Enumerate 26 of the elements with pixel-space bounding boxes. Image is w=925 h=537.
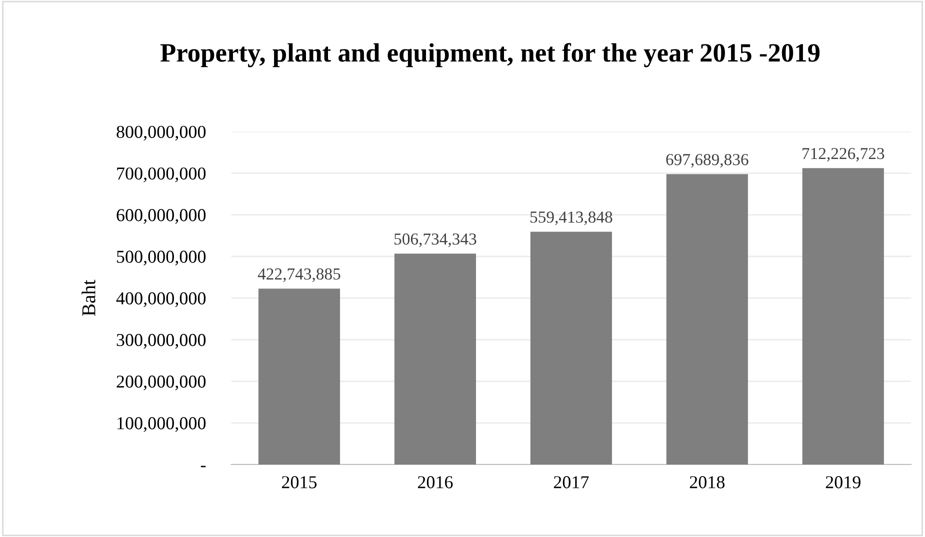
- data-label: 712,226,723: [802, 148, 884, 162]
- data-label: 697,689,836: [666, 154, 748, 168]
- y-tick-label: 300,000,000: [116, 334, 206, 349]
- chart-title: Property, plant and equipment, net for the year 2015 -2019: [160, 42, 820, 68]
- x-tick-label: 2018: [690, 476, 725, 488]
- bar: [666, 174, 748, 465]
- data-label: 559,413,848: [530, 212, 612, 226]
- data-label: 506,734,343: [394, 233, 476, 248]
- y-tick-label: 400,000,000: [116, 292, 206, 308]
- bar: [530, 232, 612, 465]
- y-tick-label: 200,000,000: [116, 376, 206, 390]
- y-tick-label: 700,000,000: [117, 167, 206, 182]
- y-tick-label: 600,000,000: [116, 209, 206, 224]
- bar: [258, 288, 340, 465]
- y-tick-label: 800,000,000: [116, 126, 206, 141]
- y-tick-label: 100,000,000: [118, 417, 206, 432]
- y-axis-title: Baht: [82, 280, 96, 316]
- bar: [802, 168, 884, 465]
- x-tick-label: 2019: [826, 476, 860, 488]
- x-tick-label: 2015: [282, 476, 317, 488]
- x-tick-label: 2017: [554, 476, 589, 488]
- y-tick-label: -: [200, 466, 206, 468]
- data-label: 422,743,885: [258, 268, 340, 282]
- y-tick-label: 500,000,000: [117, 250, 206, 266]
- bar: [394, 254, 476, 465]
- x-tick-label: 2016: [418, 476, 453, 488]
